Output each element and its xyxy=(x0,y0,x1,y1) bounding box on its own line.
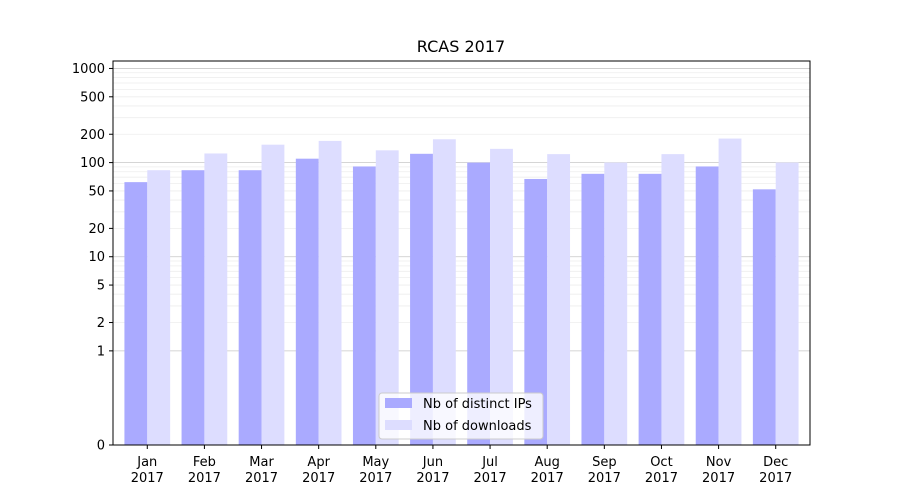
bar-downloads xyxy=(147,170,171,445)
chart-title: RCAS 2017 xyxy=(417,37,505,56)
x-tick-label: Feb 2017 xyxy=(188,455,221,486)
legend-label-downloads: Nb of downloads xyxy=(423,419,532,434)
bar-downloads xyxy=(604,162,628,445)
bar-downloads xyxy=(204,153,228,446)
y-axis-ticks: 0 1 2 5 10 20 50 100 200 500 1000 xyxy=(72,62,113,454)
bar-downloads xyxy=(718,138,742,445)
bar-distinct-ips xyxy=(695,166,719,445)
bar-downloads xyxy=(261,144,285,445)
bar-distinct-ips xyxy=(638,173,662,445)
bar-downloads xyxy=(775,162,799,445)
y-tick-label: 200 xyxy=(80,128,105,143)
legend-label-distinct-ips: Nb of distinct IPs xyxy=(423,397,532,412)
bar-distinct-ips xyxy=(238,170,262,445)
x-tick-label: Aug 2017 xyxy=(531,455,564,486)
x-tick-label: Jan 2017 xyxy=(131,455,164,486)
bar-downloads xyxy=(661,154,685,446)
y-tick-label: 1 xyxy=(97,344,105,359)
bar-distinct-ips xyxy=(581,173,605,445)
legend-swatch-distinct-ips xyxy=(385,398,412,408)
legend-swatch-downloads xyxy=(385,420,412,430)
bar-distinct-ips xyxy=(352,166,376,445)
x-tick-label: Oct 2017 xyxy=(645,455,678,486)
y-tick-label: 5 xyxy=(97,279,105,294)
x-tick-label: May 2017 xyxy=(359,455,392,486)
bar-distinct-ips xyxy=(467,162,491,445)
bar-distinct-ips xyxy=(124,182,148,445)
x-tick-label: Nov 2017 xyxy=(702,455,735,486)
grid-lines xyxy=(113,68,810,352)
x-tick-label: Jul 2017 xyxy=(474,455,507,486)
y-tick-label: 0 xyxy=(97,439,105,454)
y-tick-label: 10 xyxy=(88,250,105,265)
bar-distinct-ips xyxy=(752,189,776,445)
y-tick-label: 20 xyxy=(88,222,105,237)
y-tick-label: 50 xyxy=(88,184,105,199)
plot-frame xyxy=(112,60,811,446)
bar-distinct-ips xyxy=(524,178,548,445)
x-tick-label: Jun 2017 xyxy=(416,455,449,486)
bar-downloads xyxy=(318,140,342,445)
bar-distinct-ips xyxy=(295,158,319,445)
legend: Nb of distinct IPs Nb of downloads xyxy=(378,392,544,440)
x-tick-label: Dec 2017 xyxy=(759,455,792,486)
bar-downloads xyxy=(547,154,571,446)
y-tick-label: 500 xyxy=(80,90,105,105)
bar-downloads xyxy=(432,139,456,445)
bar-distinct-ips xyxy=(181,170,205,445)
bar-distinct-ips xyxy=(410,153,433,445)
x-axis-ticks: Jan 2017 Feb 2017 Mar 2017 Apr 2017 May 2017 Jun 20… xyxy=(131,445,792,486)
x-tick-label: Sep 2017 xyxy=(588,455,621,486)
bars xyxy=(124,138,799,446)
y-tick-label: 2 xyxy=(97,316,105,331)
legend-box xyxy=(378,392,544,440)
bar-downloads xyxy=(490,148,513,445)
x-tick-label: Apr 2017 xyxy=(302,455,335,486)
bar-downloads xyxy=(375,150,399,445)
x-tick-label: Mar 2017 xyxy=(245,455,278,486)
y-tick-label: 1000 xyxy=(72,62,105,77)
y-tick-label: 100 xyxy=(80,156,105,171)
